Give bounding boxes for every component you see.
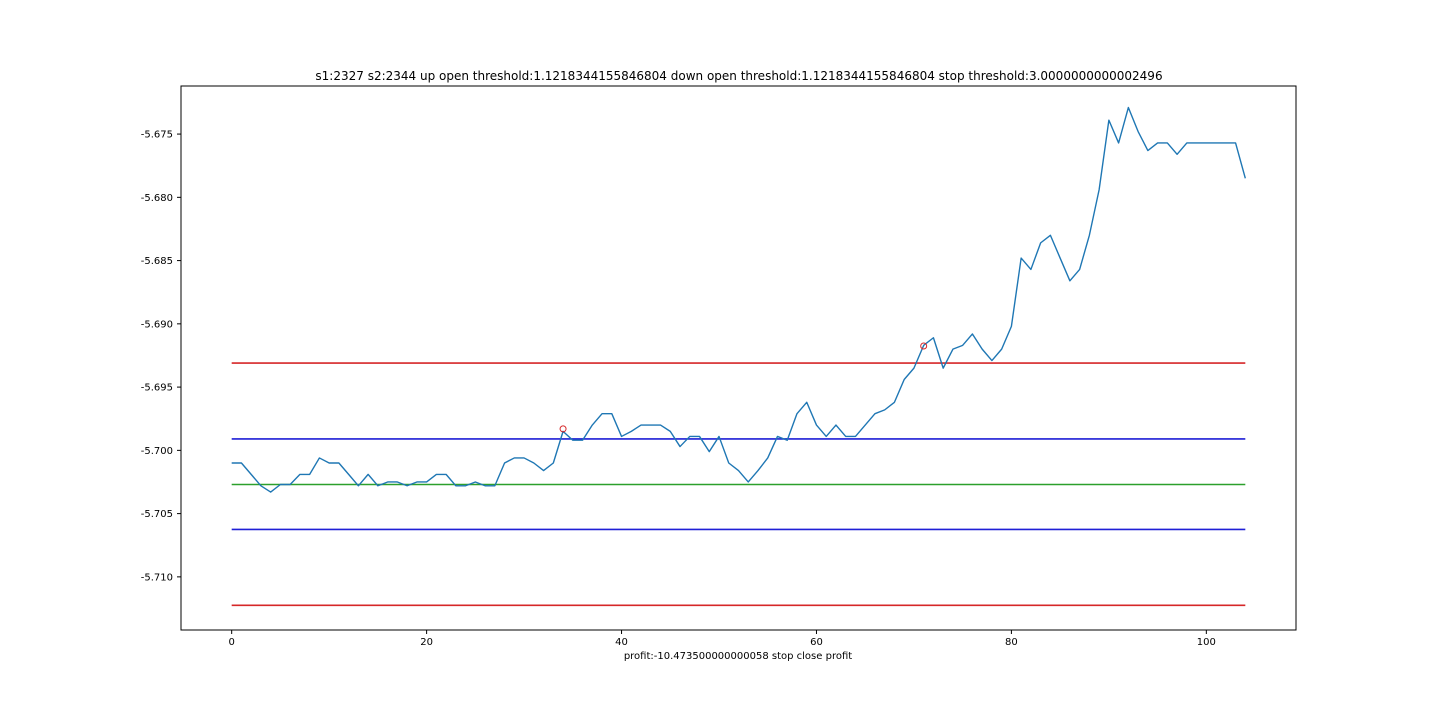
x-tick-label: 20: [420, 637, 433, 648]
x-tick-label: 80: [1005, 637, 1018, 648]
y-axis: -5.675 -5.680 -5.685 -5.690 -5.695 -5.700 -5.7…: [141, 130, 181, 583]
y-tick-label: -5.680: [141, 193, 173, 204]
x-tick-label: 60: [810, 637, 823, 648]
x-tick-label: 100: [1197, 637, 1216, 648]
y-tick-label: -5.695: [141, 383, 173, 394]
plot-area: [231, 106, 1246, 607]
x-tick-label: 0: [228, 637, 234, 648]
y-tick-label: -5.690: [141, 319, 173, 330]
signal-marker-1: [920, 342, 928, 350]
y-tick-label: -5.710: [141, 572, 173, 583]
y-tick-label: -5.675: [141, 130, 173, 141]
signal-marker-0: [559, 425, 567, 433]
x-tick-label: 40: [615, 637, 628, 648]
plot-frame: [180, 85, 1297, 631]
x-axis: 0 20 40 60 80 100: [228, 630, 1216, 648]
y-tick-label: -5.705: [141, 509, 173, 520]
y-tick-label: -5.700: [141, 446, 173, 457]
series-line-0: [231, 106, 1246, 493]
y-tick-label: -5.685: [141, 256, 173, 267]
x-axis-label: profit:-10.473500000000058 stop close pr…: [624, 651, 852, 662]
chart-title: s1:2327 s2:2344 up open threshold:1.1218…: [315, 69, 1162, 83]
